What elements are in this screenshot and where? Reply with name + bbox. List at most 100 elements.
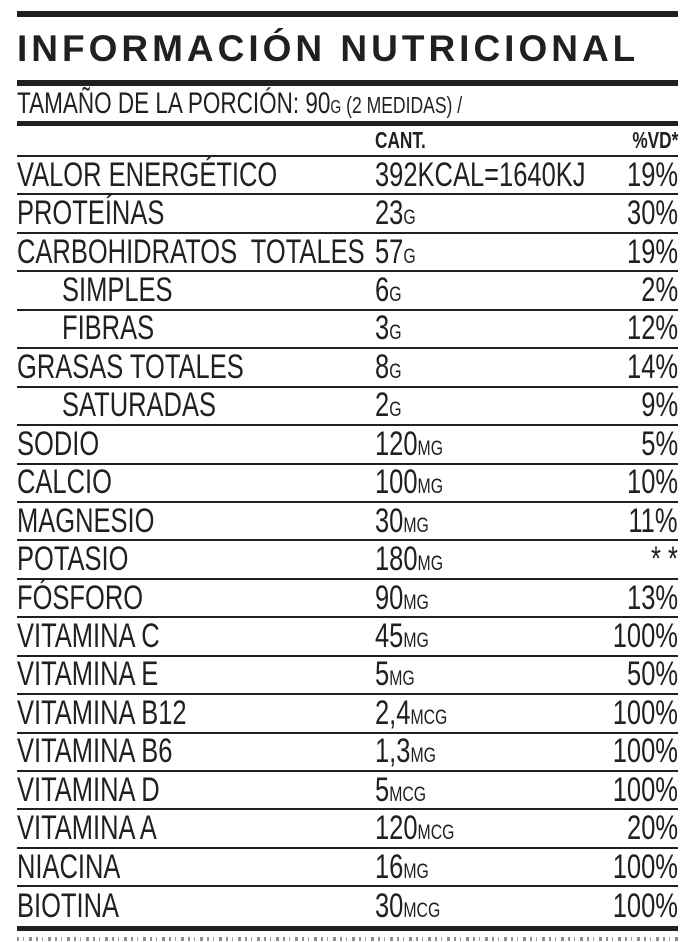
table-row: VITAMINA A 120MCG 20% — [17, 809, 678, 849]
nutrient-amount-cell: 45MG — [375, 617, 591, 656]
table-row: SIMPLES 6G 2% — [17, 271, 678, 311]
nutrient-name: POTASIO — [17, 540, 129, 579]
nutrient-dv-cell: 14% — [610, 348, 678, 387]
nutrient-name-cell: FÓSFORO — [17, 579, 375, 618]
clipped-footnote-text — [17, 936, 678, 941]
nutrient-dv-cell: 50% — [610, 655, 678, 694]
nutrient-unit: G — [389, 398, 402, 422]
nutrient-name-cell: CARBOHIDRATOS TOTALES — [17, 233, 375, 272]
nutrient-name-cell: FIBRAS — [17, 309, 375, 348]
nutrient-amount: 45 — [375, 616, 404, 655]
column-header-dv: %VD* — [617, 127, 678, 154]
nutrient-amount-cell: 16MG — [375, 848, 591, 887]
nutrient-dv: 100% — [612, 770, 678, 809]
serving-amount: 90 — [305, 86, 331, 120]
nutrient-amount: 392KCAL=1640KJ — [375, 155, 586, 194]
nutrient-name-cell: BIOTINA — [17, 887, 375, 926]
nutrient-name-cell: CALCIO — [17, 463, 375, 502]
nutrient-dv-cell: 13% — [610, 579, 678, 618]
nutrient-name: MAGNESIO — [17, 501, 155, 540]
nutrient-amount: 2 — [375, 386, 390, 425]
nutrient-amount: 23 — [375, 194, 404, 233]
nutrient-amount-cell: 1,3MG — [375, 732, 591, 771]
nutrient-name: CARBOHIDRATOS TOTALES — [17, 232, 365, 271]
nutrient-name: VITAMINA E — [17, 655, 159, 694]
nutrient-amount-cell: 100MG — [375, 463, 610, 502]
nutrient-name-cell: VITAMINA B6 — [17, 732, 375, 771]
nutrient-dv: 13% — [626, 578, 678, 617]
nutrient-dv: 100% — [612, 887, 678, 926]
nutrient-dv: 30% — [626, 194, 678, 233]
nutrient-unit: MG — [417, 552, 444, 576]
nutrient-amount: 2,4 — [375, 693, 411, 732]
nutrient-name-cell: VITAMINA C — [17, 617, 375, 656]
serving-zone: TAMAÑO DE LA PORCIÓN: 90G (2 MEDIDAS) / — [17, 86, 678, 121]
nutrient-dv-cell: 9% — [629, 386, 678, 425]
nutrient-dv-cell: 5% — [629, 425, 678, 464]
nutrient-amount-cell: 180MG — [375, 540, 642, 579]
table-row: FÓSFORO 90MG 13% — [17, 579, 678, 619]
nutrient-unit: MG — [403, 513, 429, 537]
nutrient-name-cell: MAGNESIO — [17, 502, 375, 541]
nutrient-amount: 120 — [375, 809, 418, 848]
serving-note: (2 MEDIDAS) / — [341, 91, 463, 118]
table-row: VALOR ENERGÉTICO 392KCAL=1640KJ 19% — [17, 155, 678, 196]
nutrient-dv: 5% — [641, 424, 678, 463]
table-row: MAGNESIO 30MG 11% — [17, 502, 678, 542]
nutrient-amount: 8 — [375, 347, 390, 386]
nutrient-unit: MG — [403, 628, 429, 652]
title-zone: INFORMACIÓN NUTRICIONAL — [17, 17, 678, 80]
table-row: CALCIO 100MG 10% — [17, 463, 678, 503]
nutrient-amount: 57 — [375, 232, 404, 271]
nutrient-unit: MG — [417, 475, 444, 499]
nutrient-unit: MCG — [417, 821, 455, 845]
nutrient-amount-cell: 30MCG — [375, 887, 591, 926]
nutrient-amount-cell: 6G — [375, 271, 629, 310]
nutrient-amount: 30 — [375, 887, 404, 926]
nutrient-dv-cell: 11% — [612, 502, 678, 541]
nutrient-unit: G — [403, 244, 416, 268]
table-row: VITAMINA E 5MG 50% — [17, 655, 678, 696]
nutrient-unit: MCG — [403, 899, 441, 923]
nutrient-dv-cell: 100% — [591, 617, 678, 656]
nutrient-amount-cell: 30MG — [375, 502, 612, 541]
nutrient-amount: 5 — [375, 655, 390, 694]
table-row: VITAMINA B12 2,4MCG 100% — [17, 694, 678, 734]
nutrient-amount-cell: 2,4MCG — [375, 694, 591, 733]
nutrient-name-cell: VITAMINA B12 — [17, 694, 375, 733]
nutrient-dv: 9% — [641, 386, 678, 425]
nutrient-dv: 10% — [626, 463, 678, 502]
nutrient-dv: 14% — [626, 347, 678, 386]
nutrient-unit: MG — [403, 590, 429, 614]
nutrient-name: BIOTINA — [17, 887, 120, 926]
nutrient-amount: 5 — [375, 770, 390, 809]
nutrient-dv-cell: 12% — [610, 309, 678, 348]
title-bottom-rule — [17, 80, 678, 86]
nutrient-name-cell: SIMPLES — [17, 271, 375, 310]
nutrient-name: NIACINA — [17, 847, 121, 886]
table-row: VITAMINA C 45MG 100% — [17, 617, 678, 657]
nutrient-amount: 180 — [375, 540, 418, 579]
nutrient-name: VALOR ENERGÉTICO — [17, 155, 278, 194]
column-header-amount: CANT. — [375, 127, 617, 154]
table-row: GRASAS TOTALES 8G 14% — [17, 347, 678, 388]
nutrient-amount: 6 — [375, 271, 390, 310]
nutrient-dv-cell: 100% — [591, 694, 678, 733]
nutrient-amount-cell: 5MCG — [375, 771, 591, 810]
nutrient-name-cell: PROTEÍNAS — [17, 194, 375, 233]
nutrient-name: SIMPLES — [62, 271, 173, 310]
serving-label: TAMAÑO DE LA PORCIÓN: — [17, 86, 306, 120]
nutrient-dv: 2% — [641, 271, 678, 310]
nutrient-unit: MCG — [389, 782, 427, 806]
serving-size-line: TAMAÑO DE LA PORCIÓN: 90G (2 MEDIDAS) / — [17, 87, 462, 121]
nutrient-name-cell: GRASAS TOTALES — [17, 348, 375, 387]
nutrient-amount: 3 — [375, 309, 390, 348]
serving-unit: G — [330, 95, 342, 117]
table-row: SATURADAS 2G 9% — [17, 386, 678, 427]
nutrient-name-cell: VITAMINA D — [17, 771, 375, 810]
nutrient-dv-cell: 2% — [629, 271, 678, 310]
nutrient-name-cell: NIACINA — [17, 848, 375, 887]
dv-column-label: %VD* — [631, 127, 678, 153]
nutrient-amount: 1,3 — [375, 732, 411, 771]
nutrient-name: VITAMINA B12 — [17, 693, 187, 732]
